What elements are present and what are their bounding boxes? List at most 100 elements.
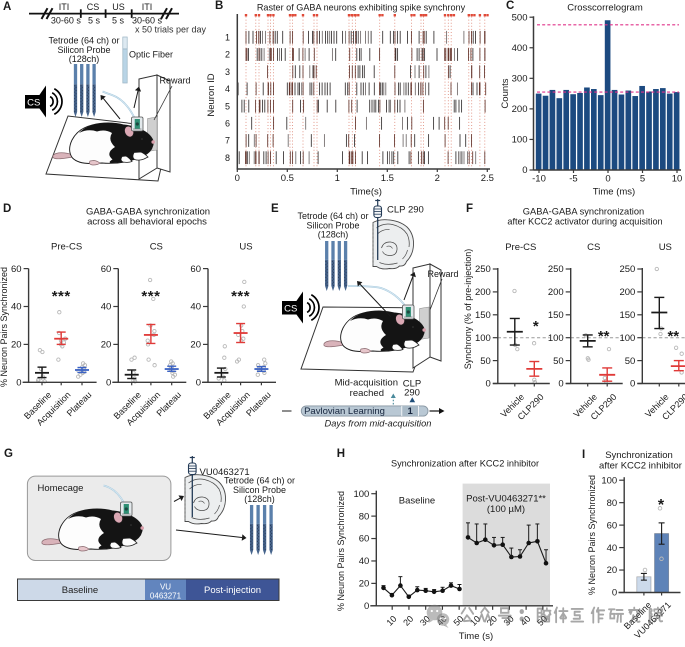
svg-text:8: 8 xyxy=(225,153,230,163)
svg-text:ITI: ITI xyxy=(59,2,70,12)
svg-text:Homecage: Homecage xyxy=(38,483,84,494)
svg-text:after KCC2 inhibitor: after KCC2 inhibitor xyxy=(599,461,682,472)
svg-text:0.5: 0.5 xyxy=(281,173,294,184)
svg-text:H: H xyxy=(337,448,345,460)
svg-text:0: 0 xyxy=(16,378,21,389)
svg-text:50: 50 xyxy=(553,356,564,367)
svg-text:CLP 290: CLP 290 xyxy=(387,205,424,216)
svg-text:1: 1 xyxy=(335,173,340,184)
svg-text:B: B xyxy=(215,0,223,12)
svg-text:100: 100 xyxy=(601,475,617,486)
svg-text:Tetrode (64 ch) or: Tetrode (64 ch) or xyxy=(224,476,295,486)
svg-text:after KCC2 activator during ac: after KCC2 activator during acquisition xyxy=(507,217,662,227)
svg-text:200: 200 xyxy=(548,287,564,298)
svg-text:290: 290 xyxy=(404,388,420,399)
svg-text:Reward: Reward xyxy=(159,76,190,86)
svg-text:Silicon Probe: Silicon Probe xyxy=(57,45,110,55)
svg-text:0: 0 xyxy=(486,379,491,390)
svg-text:80: 80 xyxy=(359,511,370,522)
svg-text:40: 40 xyxy=(101,302,112,313)
svg-text:30-60 s: 30-60 s xyxy=(51,15,82,25)
svg-text:CS: CS xyxy=(150,242,163,253)
svg-text:***: *** xyxy=(231,288,250,305)
svg-text:-5: -5 xyxy=(569,174,577,185)
svg-text:VU0463271: VU0463271 xyxy=(200,467,250,478)
svg-text:**: ** xyxy=(667,328,679,345)
svg-text:(128ch): (128ch) xyxy=(244,494,275,504)
svg-text:Time (ms): Time (ms) xyxy=(593,187,635,198)
svg-text:Crosscorrelogram: Crosscorrelogram xyxy=(567,3,643,14)
svg-text:I: I xyxy=(582,449,585,461)
svg-text:0: 0 xyxy=(605,174,610,185)
svg-text:**: ** xyxy=(598,328,610,345)
svg-text:30-60 s: 30-60 s xyxy=(132,15,163,25)
svg-text:F: F xyxy=(466,203,473,215)
svg-text:G: G xyxy=(4,448,13,460)
svg-text:5: 5 xyxy=(225,101,230,111)
svg-text:80: 80 xyxy=(607,498,618,509)
svg-text:20: 20 xyxy=(101,340,112,351)
svg-text:50: 50 xyxy=(451,614,465,628)
svg-text:100: 100 xyxy=(619,333,635,344)
svg-text:Reward: Reward xyxy=(427,269,458,279)
svg-text:3: 3 xyxy=(225,67,230,77)
svg-text:5 s: 5 s xyxy=(112,15,125,25)
svg-text:20: 20 xyxy=(359,579,370,590)
svg-text:0: 0 xyxy=(364,601,369,612)
svg-text:Time (s): Time (s) xyxy=(459,631,493,642)
svg-text:across all behavioral epochs: across all behavioral epochs xyxy=(87,217,207,228)
svg-text:250: 250 xyxy=(475,264,491,275)
svg-text:150: 150 xyxy=(619,310,635,321)
svg-text:Time(s): Time(s) xyxy=(350,187,382,198)
svg-text:E: E xyxy=(271,203,279,215)
svg-text:20: 20 xyxy=(190,340,201,351)
svg-text:1: 1 xyxy=(408,406,414,417)
svg-text:Optic Fiber: Optic Fiber xyxy=(129,50,173,60)
svg-text:(100 µM): (100 µM) xyxy=(487,504,525,515)
svg-text:Silicon Probe: Silicon Probe xyxy=(233,485,286,495)
svg-text:0: 0 xyxy=(612,588,617,599)
svg-text:***: *** xyxy=(52,288,71,305)
svg-text:0: 0 xyxy=(106,378,111,389)
svg-text:*: * xyxy=(533,318,539,335)
svg-text:US: US xyxy=(239,242,252,253)
svg-text:-10: -10 xyxy=(532,174,546,185)
svg-text:60: 60 xyxy=(607,520,618,531)
svg-text:GABA-GABA synchronization: GABA-GABA synchronization xyxy=(86,207,210,218)
svg-text:100: 100 xyxy=(353,489,369,500)
svg-text:x 50 trials per day: x 50 trials per day xyxy=(135,25,207,35)
svg-text:Pre-CS: Pre-CS xyxy=(51,242,82,253)
svg-text:Pre-CS: Pre-CS xyxy=(505,242,536,253)
svg-text:Post-injection: Post-injection xyxy=(204,585,261,596)
svg-text:5: 5 xyxy=(640,174,645,185)
svg-text:150: 150 xyxy=(475,310,491,321)
svg-text:400: 400 xyxy=(512,43,528,54)
svg-text:% Neuron Pairs Synchronized: % Neuron Pairs Synchronized xyxy=(336,491,346,611)
svg-text:CS: CS xyxy=(87,2,100,12)
svg-text:60: 60 xyxy=(101,264,112,275)
svg-text:300: 300 xyxy=(512,74,528,85)
svg-text:100: 100 xyxy=(475,333,491,344)
svg-text:Post-VU0463271**: Post-VU0463271** xyxy=(466,494,546,505)
svg-text:10: 10 xyxy=(468,614,482,628)
svg-text:50: 50 xyxy=(480,356,491,367)
svg-text:1.5: 1.5 xyxy=(381,173,394,184)
svg-text:*: * xyxy=(658,497,665,514)
svg-text:CLP: CLP xyxy=(403,379,421,390)
svg-text:2.5: 2.5 xyxy=(481,173,494,184)
svg-text:200: 200 xyxy=(475,287,491,298)
svg-text:Mid-acquisition: Mid-acquisition xyxy=(335,378,398,389)
svg-text:% Neuron Pairs Synchronized: % Neuron Pairs Synchronized xyxy=(0,267,9,387)
svg-text:60: 60 xyxy=(190,264,201,275)
svg-text:0: 0 xyxy=(558,379,563,390)
svg-text:VU: VU xyxy=(160,583,171,592)
svg-text:CS: CS xyxy=(587,242,600,253)
svg-text:Baseline: Baseline xyxy=(399,496,435,507)
svg-text:40: 40 xyxy=(190,302,201,313)
svg-text:20: 20 xyxy=(607,565,618,576)
svg-text:40: 40 xyxy=(11,302,22,313)
svg-text:Pavlovian Learning: Pavlovian Learning xyxy=(304,406,385,417)
svg-text:4: 4 xyxy=(225,84,230,94)
svg-text:20: 20 xyxy=(401,614,415,628)
svg-text:CS: CS xyxy=(27,98,40,109)
